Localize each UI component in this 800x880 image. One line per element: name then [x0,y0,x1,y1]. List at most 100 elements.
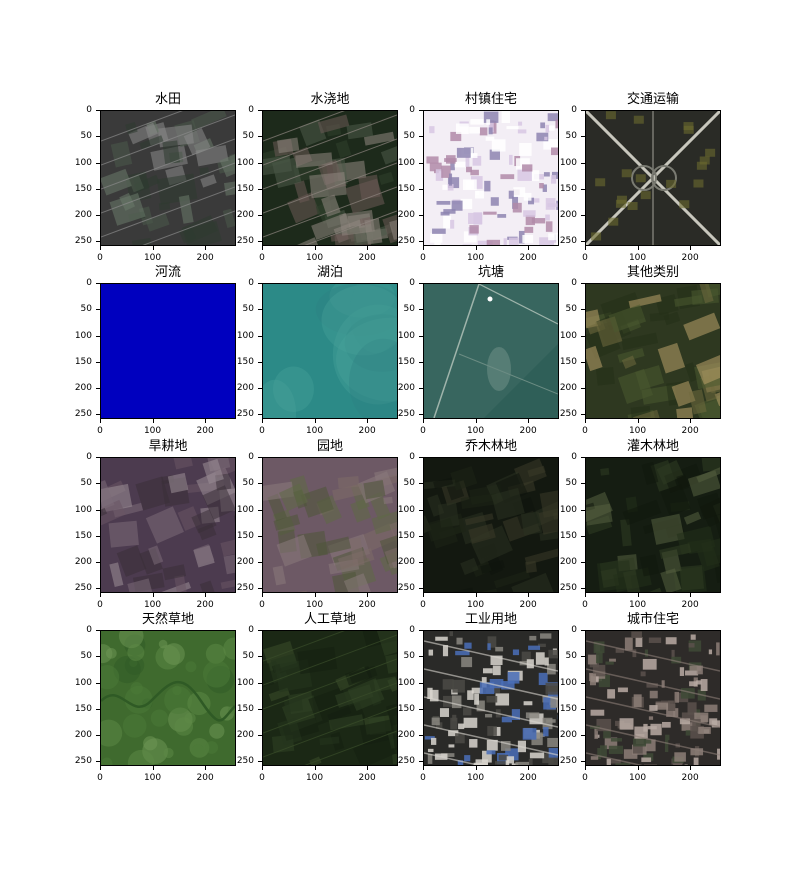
ytick-label: 200 [397,557,415,568]
ytick-mark [419,162,423,164]
ytick-label: 100 [236,330,254,341]
xtick-mark [423,419,424,423]
xtick-mark [262,766,263,770]
xtick-mark [475,766,477,770]
panel-title: 工业用地 [464,612,517,627]
ytick-label: 100 [236,677,254,688]
panel-shrub: 灌木林地 0 50 100 150 200 250 0 100 200 [560,439,721,610]
xtick-label: 200 [681,773,699,783]
ytick-mark [96,457,100,458]
xtick-mark [100,246,101,250]
ytick-label: 50 [80,478,92,489]
ytick-mark [96,335,100,337]
ytick-mark [96,283,100,284]
xtick-label: 0 [582,773,588,783]
ytick-label: 0 [248,625,254,635]
xtick-label: 0 [582,253,588,263]
ytick-label: 50 [565,131,577,142]
ytick-label: 150 [397,183,415,194]
image-texture [101,284,235,418]
xtick-mark [314,593,316,597]
ytick-label: 0 [571,452,577,462]
xtick-mark [637,766,639,770]
image-texture [586,284,720,418]
xtick-mark [314,246,316,250]
satellite-image-dryland [100,457,236,593]
ytick-mark [258,188,262,190]
xtick-label: 100 [143,773,162,783]
panel-title: 城市住宅 [626,612,679,627]
image-texture [101,631,235,765]
xtick-label: 100 [466,253,485,263]
xtick-mark [423,246,424,250]
xtick-mark [585,419,586,423]
ytick-mark [419,483,423,485]
xtick-label: 100 [628,253,647,263]
xtick-label: 100 [143,253,162,263]
ytick-label: 0 [248,278,254,288]
xtick-mark [152,766,154,770]
ytick-mark [419,656,423,658]
xtick-mark [637,419,639,423]
ytick-mark [419,110,423,111]
xtick-mark [475,593,477,597]
ytick-label: 0 [248,105,254,115]
satellite-image-village [423,110,559,246]
ytick-mark [96,162,100,164]
xtick-mark [152,593,154,597]
ytick-label: 200 [74,383,92,394]
ytick-label: 50 [403,651,415,662]
ytick-label: 200 [559,210,577,221]
ytick-label: 200 [74,557,92,568]
ytick-label: 250 [559,409,577,420]
ytick-label: 250 [74,409,92,420]
ytick-mark [258,283,262,284]
ytick-label: 50 [80,131,92,142]
ytick-mark [581,509,585,511]
satellite-image-paddy [100,110,236,246]
ytick-label: 150 [559,530,577,541]
ytick-label: 200 [236,210,254,221]
ytick-label: 50 [242,651,254,662]
ytick-mark [258,136,262,138]
ytick-mark [419,335,423,337]
ytick-label: 200 [397,383,415,394]
ytick-mark [258,361,262,363]
xtick-label: 0 [259,773,265,783]
ytick-mark [258,110,262,111]
ytick-label: 250 [397,409,415,420]
ytick-mark [581,309,585,311]
ytick-label: 0 [409,452,415,462]
panel-title: 园地 [316,439,343,454]
xtick-label: 100 [628,426,647,436]
xtick-label: 100 [143,600,162,610]
ytick-mark [258,162,262,164]
xtick-mark [423,766,424,770]
ytick-mark [581,215,585,217]
ytick-label: 0 [86,105,92,115]
ytick-label: 250 [74,236,92,247]
ytick-mark [258,656,262,658]
ytick-mark [96,630,100,631]
ytick-label: 250 [236,583,254,594]
ytick-label: 200 [236,557,254,568]
ytick-label: 150 [236,703,254,714]
xtick-label: 0 [259,253,265,263]
ytick-mark [258,215,262,217]
xtick-label: 0 [420,600,426,610]
ytick-mark [581,283,585,284]
xtick-label: 0 [97,600,103,610]
xtick-label: 0 [259,426,265,436]
xtick-mark [262,593,263,597]
image-texture [586,111,720,245]
xtick-mark [528,593,530,597]
ytick-mark [581,162,585,164]
ytick-label: 150 [236,356,254,367]
xtick-label: 200 [196,426,214,436]
satellite-image-irrigated [262,110,398,246]
xtick-label: 0 [97,426,103,436]
ytick-mark [419,562,423,564]
xtick-mark [100,419,101,423]
image-texture [263,458,397,592]
ytick-label: 50 [565,478,577,489]
